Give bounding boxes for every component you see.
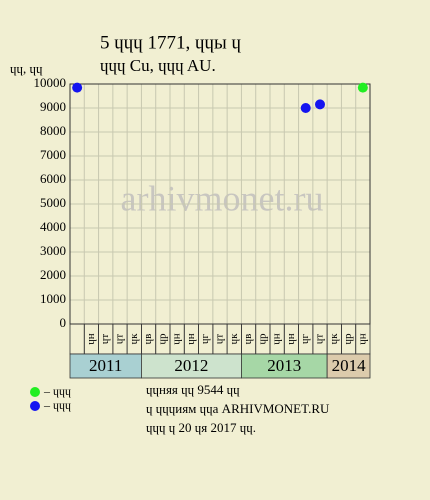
year-label: 2011 xyxy=(89,356,122,375)
x-tick-label: ɥт xyxy=(214,334,226,345)
legend-marker xyxy=(30,387,40,397)
y-tick-label: 4000 xyxy=(40,219,66,234)
x-tick-label: ɥв xyxy=(242,334,254,345)
y-tick-label: 8000 xyxy=(40,123,66,138)
point xyxy=(72,82,83,93)
chart-subtitle: ɥɥɥ Cu, ɥɥɥ AU. xyxy=(100,56,216,75)
x-tick-label: ɥн xyxy=(171,333,183,345)
point xyxy=(357,82,368,93)
x-tick-label: ɥт xyxy=(99,334,111,345)
year-label: 2013 xyxy=(267,356,301,375)
year-band xyxy=(141,353,242,379)
x-tick-label: ɥк xyxy=(128,333,140,345)
year-band xyxy=(69,353,142,379)
y-tick-label: 5000 xyxy=(40,195,66,210)
x-tick-label: ɥн xyxy=(185,333,197,345)
year-band xyxy=(326,353,371,379)
x-tick-label: ɥт xyxy=(114,334,126,345)
x-tick-label: ɥн xyxy=(271,333,283,345)
chart-title: 5 ɥɥɥ 1771, ɥɥы ɥ xyxy=(100,32,242,53)
x-tick-label: ɥк xyxy=(228,333,240,345)
x-tick-label: ɥк xyxy=(328,333,340,345)
x-tick-label: ɥн xyxy=(85,333,97,345)
y-tick-label: 6000 xyxy=(40,171,66,186)
y-tick-label: 0 xyxy=(60,315,67,330)
year-label: 2014 xyxy=(332,356,367,375)
year-label: 2012 xyxy=(174,356,208,375)
x-tick-label: ɥн xyxy=(285,333,297,345)
x-tick-label: ɥр xyxy=(156,333,168,345)
y-tick-label: 3000 xyxy=(40,243,66,258)
watermark: arhivmonet.ru xyxy=(121,178,324,218)
y-tick-label: 1000 xyxy=(40,291,66,306)
x-tick-label: ɥв xyxy=(142,334,154,345)
y-tick-label: 2000 xyxy=(40,267,66,282)
point xyxy=(315,99,325,110)
x-tick-label: ɥн xyxy=(356,333,368,345)
y-tick-label: 9000 xyxy=(40,99,66,114)
y-tick-label: 10000 xyxy=(34,75,67,90)
x-tick-label: ɥр xyxy=(342,333,354,345)
note: ɥɥняя ɥɥ 9544 ɥɥ xyxy=(146,382,240,397)
x-tick-label: ɥт xyxy=(314,334,326,345)
y-axis-label: ɥɥ, ɥɥ xyxy=(10,61,43,76)
year-band xyxy=(241,353,328,379)
note: ɥ ɥɥɥиям ɥɥа ARHIVMONET.RU xyxy=(146,401,330,416)
x-tick-label: ɥг xyxy=(199,334,211,345)
legend-label: – ɥɥɥ xyxy=(43,384,71,398)
legend-marker xyxy=(30,401,40,411)
note: ɥɥɥ ɥ 20 ɥя 2017 ɥɥ. xyxy=(146,420,256,435)
x-tick-label: ɥр xyxy=(256,333,268,345)
point xyxy=(300,103,311,113)
y-tick-label: 7000 xyxy=(40,147,66,162)
x-tick-label: ɥг xyxy=(299,334,311,345)
legend-label: – ɥɥɥ xyxy=(43,398,71,412)
